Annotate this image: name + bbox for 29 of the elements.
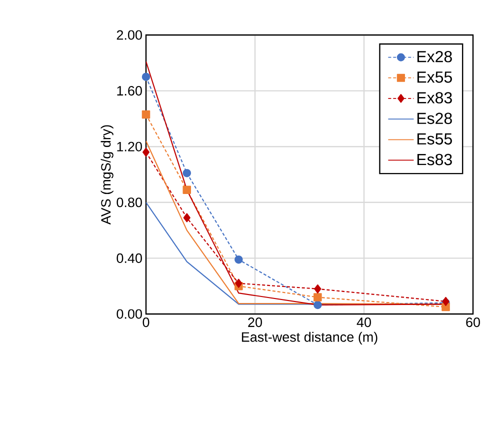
legend-label: Es55 (417, 133, 452, 145)
legend-label: Es83 (417, 154, 452, 166)
point (182, 186, 192, 194)
y-tick-label: 0.40 (116, 253, 142, 263)
y-axis-title: AVS (mgS/g dry) (100, 125, 114, 225)
point (314, 284, 322, 294)
y-tick-label: 1.60 (117, 86, 142, 96)
x-axis-title: East-west distance (m) (242, 332, 378, 344)
point (142, 72, 150, 81)
point (183, 213, 190, 222)
legend-label: Ex28 (417, 50, 452, 62)
x-tick-label: 60 (466, 318, 480, 328)
x-tick-label: 0 (142, 318, 150, 328)
y-tick-label: 1.20 (117, 142, 142, 152)
point (314, 293, 322, 302)
legend-label: Ex83 (417, 92, 452, 104)
point (142, 148, 150, 157)
point (234, 255, 243, 264)
legend-label: Es28 (417, 112, 452, 124)
point (314, 300, 322, 310)
y-tick-label: 2.00 (116, 30, 142, 40)
y-tick-label: 0.80 (116, 198, 142, 208)
point (182, 168, 192, 178)
point (235, 278, 242, 288)
point (142, 110, 150, 119)
x-tick-label: 40 (356, 318, 371, 328)
legend-label: Ex55 (417, 72, 452, 83)
x-tick-label: 20 (248, 318, 262, 328)
y-tick-label: 0.00 (116, 309, 142, 319)
